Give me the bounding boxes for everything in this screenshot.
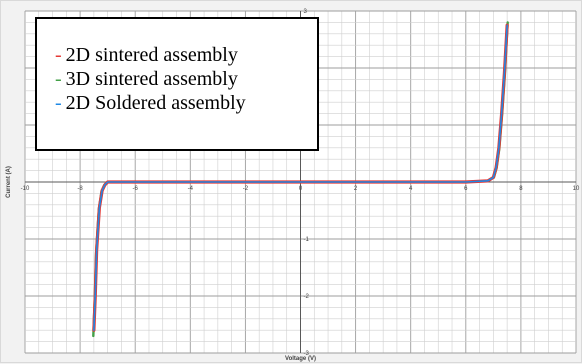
y-tick-label: -2 <box>304 294 310 300</box>
x-tick-label: 0 <box>299 186 303 192</box>
data-series <box>92 21 509 338</box>
x-tick-label: 2 <box>354 186 358 192</box>
legend-dash-2d-soldered: - <box>55 92 62 114</box>
x-tick-label: 6 <box>464 186 468 192</box>
legend-label-3d-sintered: 3D sintered assembly <box>65 68 238 90</box>
legend-item-2d-soldered: -2D Soldered assembly <box>55 91 317 115</box>
x-tick-label: 8 <box>519 186 523 192</box>
y-axis-label: Current (A) <box>6 166 12 198</box>
legend-item-3d-sintered: -3D sintered assembly <box>55 67 317 91</box>
x-tick-label: -4 <box>188 186 194 192</box>
x-tick-label: 10 <box>573 186 580 192</box>
x-axis-label: Voltage (V) <box>285 356 316 362</box>
y-tick-label: -1 <box>304 237 310 243</box>
legend-dash-2d-sintered: - <box>55 44 62 66</box>
legend-label-2d-sintered: 2D sintered assembly <box>65 44 238 66</box>
legend-label-2d-soldered: 2D Soldered assembly <box>65 92 246 114</box>
x-tick-label: -10 <box>21 186 30 192</box>
y-tick-label: 3 <box>304 9 308 15</box>
y-tick-label: -3 <box>304 351 310 357</box>
x-tick-label: -6 <box>133 186 139 192</box>
series-line <box>93 24 508 332</box>
legend: -2D sintered assembly -3D sintered assem… <box>35 17 319 151</box>
x-tick-label: -2 <box>243 186 249 192</box>
x-tick-label: -8 <box>77 186 83 192</box>
x-tick-label: 4 <box>409 186 413 192</box>
legend-dash-3d-sintered: - <box>55 68 62 90</box>
legend-item-2d-sintered: -2D sintered assembly <box>55 43 317 67</box>
